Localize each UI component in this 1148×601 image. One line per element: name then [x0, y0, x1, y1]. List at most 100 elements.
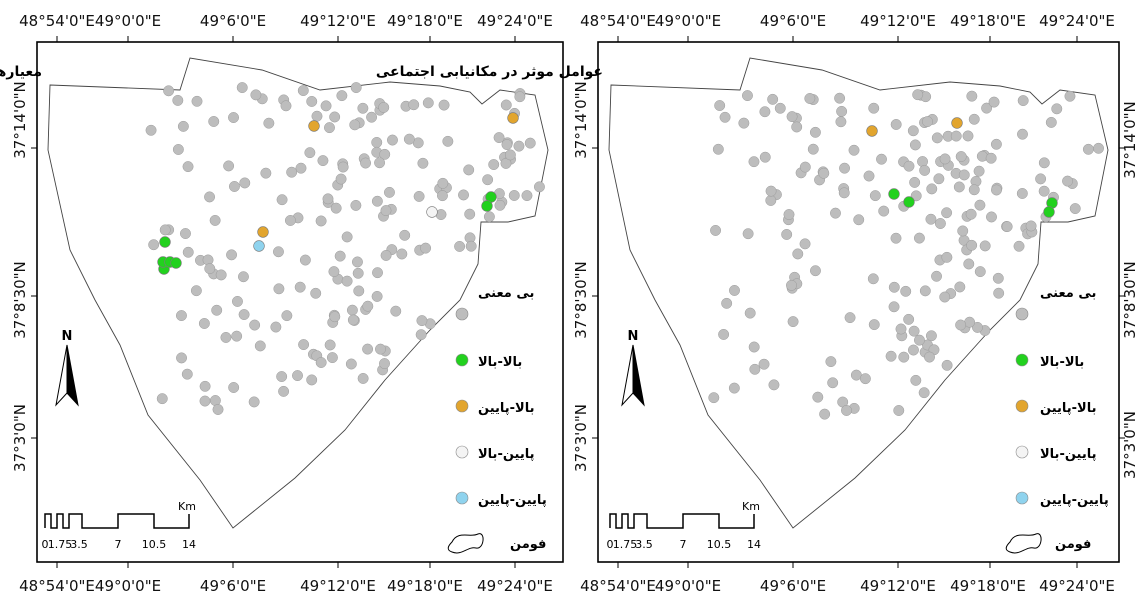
- point-insignificant: [867, 273, 879, 285]
- x-tick-label: 48°54'0"E: [19, 12, 95, 30]
- point-insignificant: [968, 184, 980, 196]
- point-insignificant: [708, 392, 720, 404]
- legend-swatch-high-low: [455, 399, 469, 413]
- scale-bar: Km 0 1.75 3.5 7 10.5 14: [607, 500, 762, 551]
- point-insignificant: [437, 190, 448, 202]
- point-insignificant: [345, 358, 357, 370]
- study-area-boundary: [47, 57, 549, 529]
- point-insignificant: [286, 166, 298, 178]
- boundary-legend-icon: [447, 533, 484, 554]
- point-insignificant: [295, 162, 307, 174]
- point-insignificant: [494, 199, 506, 211]
- point-insignificant: [360, 157, 372, 169]
- y-tick-label: 37°14'0"N: [11, 81, 29, 158]
- point-insignificant: [403, 133, 415, 145]
- point-insignificant: [974, 266, 986, 278]
- point-insignificant: [1051, 103, 1063, 115]
- point-insignificant: [159, 224, 171, 236]
- scale-label: 7: [680, 538, 687, 551]
- legend-swatch-low-low: [1015, 491, 1029, 505]
- point-insignificant: [176, 310, 187, 322]
- point-high-low: [257, 226, 269, 238]
- x-tick-label: 49°12'0"E: [860, 12, 936, 30]
- point-insignificant: [297, 85, 309, 97]
- point-low-low: [253, 240, 265, 252]
- point-insignificant: [324, 339, 336, 351]
- point-insignificant: [483, 211, 495, 223]
- point-insignificant: [1017, 128, 1028, 140]
- point-insignificant: [465, 240, 477, 252]
- legend-swatch-low-low: [455, 491, 469, 505]
- y-tick-label: 37°8'30"N: [1121, 261, 1139, 338]
- point-insignificant: [278, 385, 290, 397]
- point-insignificant: [863, 170, 875, 182]
- point-insignificant: [228, 112, 239, 123]
- point-insignificant: [417, 157, 429, 169]
- legend-swatch-high-high: [455, 353, 469, 367]
- point-insignificant: [263, 117, 275, 129]
- point-high-high: [481, 200, 493, 212]
- point-insignificant: [329, 111, 341, 123]
- point-insignificant: [818, 167, 830, 179]
- point-insignificant: [228, 382, 240, 393]
- point-insignificant: [919, 164, 931, 176]
- point-insignificant: [320, 100, 332, 112]
- point-insignificant: [830, 207, 841, 219]
- point-insignificant: [878, 205, 890, 217]
- point-insignificant: [335, 173, 347, 185]
- point-insignificant: [710, 224, 722, 236]
- point-insignificant: [390, 305, 402, 317]
- point-insignificant: [379, 358, 390, 369]
- point-insignificant: [458, 189, 469, 201]
- point-insignificant: [909, 176, 921, 188]
- point-insignificant: [380, 205, 392, 216]
- point-insignificant: [868, 102, 880, 114]
- point-insignificant: [962, 130, 974, 142]
- scale-label: 7: [115, 538, 122, 551]
- point-insignificant: [215, 269, 227, 281]
- point-insignificant: [310, 287, 322, 299]
- point-insignificant: [442, 135, 454, 147]
- point-insignificant: [963, 258, 975, 270]
- point-insignificant: [953, 181, 965, 193]
- north-arrow: N: [621, 329, 645, 407]
- point-insignificant: [1064, 90, 1076, 102]
- x-tick-label: 49°6'0"E: [200, 12, 266, 30]
- x-tick-label: 49°18'0"E: [950, 12, 1026, 30]
- x-tick-label: 49°0'0"E: [655, 577, 721, 595]
- point-insignificant: [415, 329, 427, 341]
- point-insignificant: [212, 404, 224, 415]
- point-insignificant: [413, 190, 425, 202]
- point-insignificant: [366, 111, 378, 123]
- point-insignificant: [774, 102, 786, 114]
- point-insignificant: [941, 359, 953, 371]
- scale-label: 0: [607, 538, 614, 551]
- point-insignificant: [792, 248, 804, 260]
- point-insignificant: [204, 263, 216, 275]
- point-insignificant: [958, 169, 970, 181]
- point-insignificant: [738, 117, 750, 129]
- point-insignificant: [223, 160, 235, 172]
- x-tick-label: 49°0'0"E: [95, 12, 161, 30]
- point-insignificant: [799, 238, 811, 250]
- x-tick-label: 48°54'0"E: [19, 577, 95, 595]
- point-insignificant: [979, 240, 991, 252]
- point-insignificant: [330, 202, 342, 214]
- point-insignificant: [1038, 157, 1050, 169]
- point-insignificant: [324, 122, 335, 134]
- point-insignificant: [438, 99, 450, 111]
- point-insignificant: [791, 121, 803, 133]
- point-insignificant: [249, 319, 261, 331]
- point-insignificant: [1062, 175, 1073, 187]
- y-tick-label: 37°3'0"N: [572, 404, 590, 472]
- point-insignificant: [859, 373, 871, 385]
- point-insignificant: [924, 351, 935, 363]
- boundary-legend-label: فومن: [1055, 537, 1091, 552]
- point-insignificant: [907, 125, 919, 137]
- y-ticks-right: 37°14'0"N 37°8'30"N 37°3'0"N: [1121, 101, 1139, 479]
- y-tick-label: 37°8'30"N: [11, 261, 29, 338]
- point-insignificant: [372, 267, 383, 279]
- point-insignificant: [893, 405, 905, 416]
- x-tick-label: 49°6'0"E: [200, 577, 266, 595]
- point-insignificant: [981, 102, 993, 114]
